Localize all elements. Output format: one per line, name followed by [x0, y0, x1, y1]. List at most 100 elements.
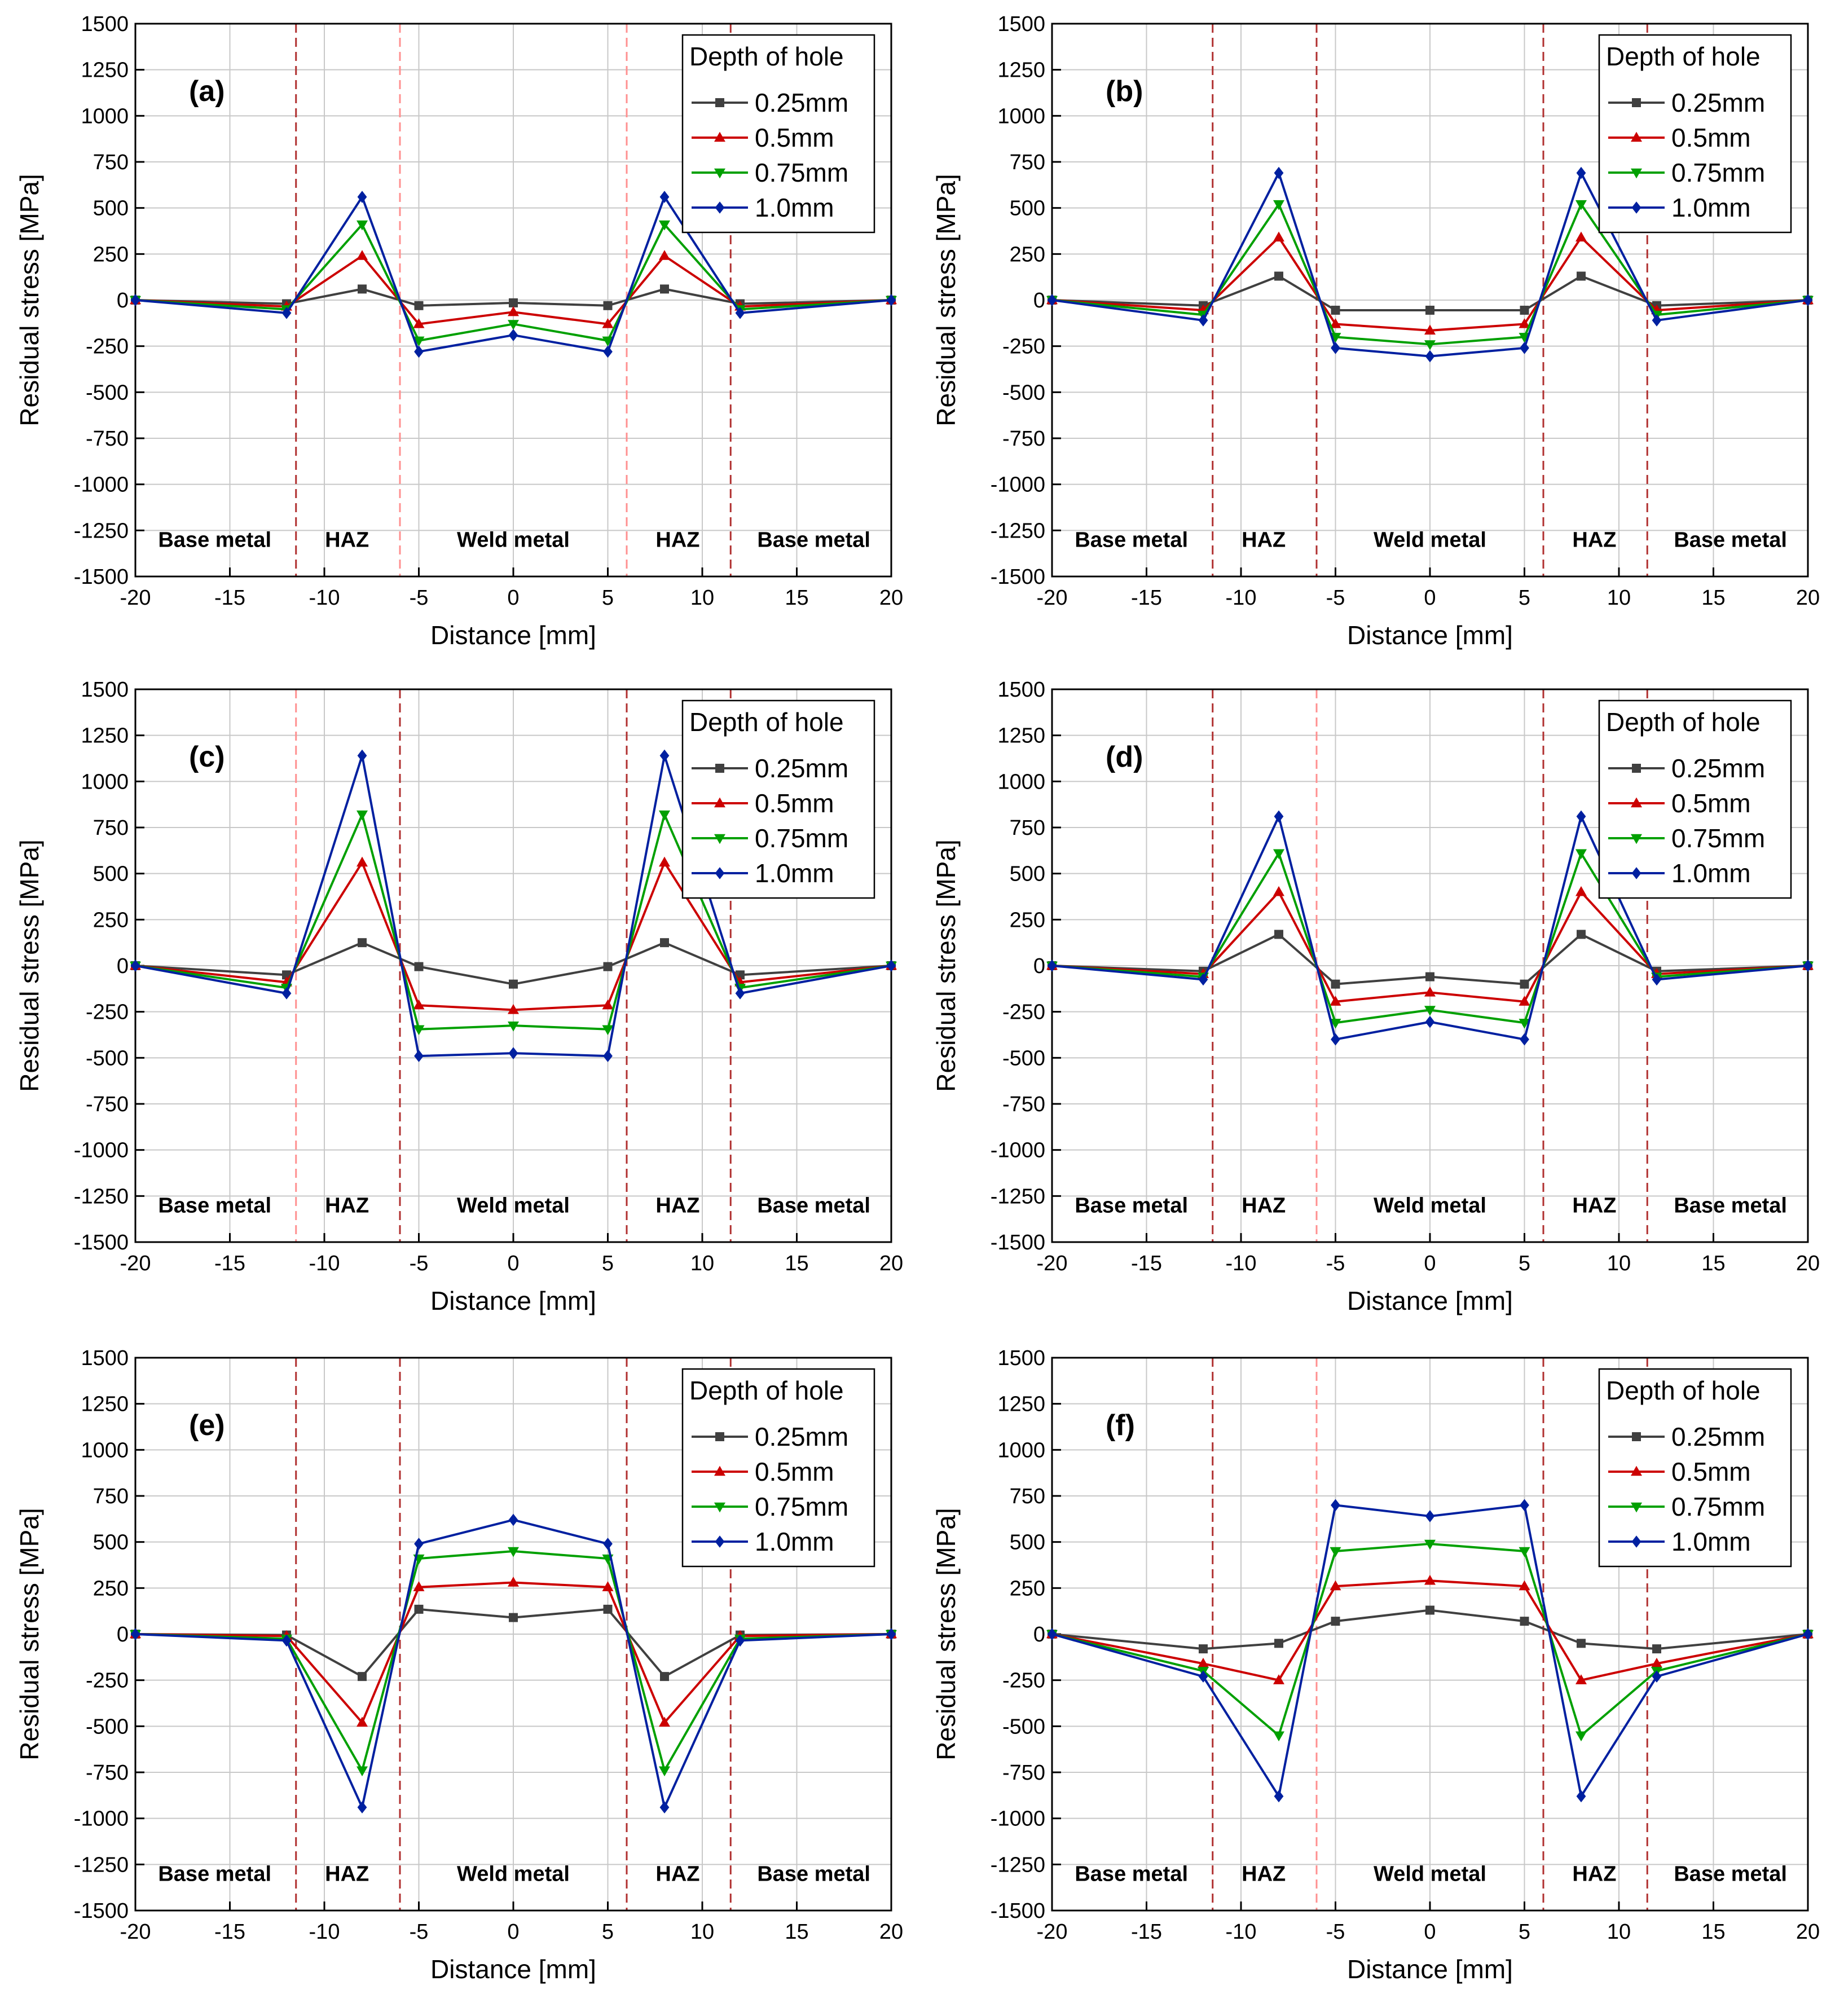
- data-point: [1424, 1539, 1436, 1550]
- legend-entry-label: 0.25mm: [755, 88, 848, 117]
- data-point: [357, 220, 368, 231]
- region-label: Base metal: [158, 1194, 271, 1218]
- y-tick-label: 1000: [997, 1438, 1045, 1462]
- y-tick-label: -500: [86, 381, 129, 404]
- series-1.0mm: [1047, 810, 1813, 1046]
- data-point: [1424, 340, 1436, 350]
- data-point: [659, 220, 670, 231]
- y-tick-label: 1000: [997, 104, 1045, 128]
- y-tick-label: 750: [1010, 1485, 1045, 1508]
- data-point: [1198, 314, 1208, 327]
- series-0.5mm: [1046, 1574, 1814, 1684]
- y-tick-label: 750: [93, 151, 129, 174]
- legend-entry-label: 0.25mm: [1671, 88, 1765, 117]
- legend-swatch-marker: [1631, 797, 1642, 808]
- data-point: [509, 298, 518, 307]
- y-tick-label: -1000: [991, 1139, 1045, 1163]
- legend-swatch-marker: [714, 797, 725, 808]
- legend-entry-label: 0.5mm: [1671, 789, 1751, 818]
- panel-label: (d): [1106, 741, 1143, 773]
- legend-entry-label: 1.0mm: [755, 1527, 834, 1556]
- y-axis-label: Residual stress [MPa]: [15, 174, 44, 426]
- data-point: [1425, 1015, 1435, 1028]
- data-point: [1577, 930, 1586, 939]
- data-point: [1274, 271, 1283, 281]
- data-point: [1575, 1674, 1587, 1684]
- legend-entry-label: 0.75mm: [1671, 1492, 1765, 1521]
- data-point: [659, 250, 670, 260]
- data-point: [1424, 1574, 1436, 1585]
- data-point: [1577, 271, 1586, 281]
- x-tick-label: 20: [879, 1920, 903, 1944]
- x-tick-label: -20: [120, 1920, 151, 1944]
- data-point: [1274, 1790, 1284, 1803]
- x-tick-label: 20: [1796, 586, 1820, 610]
- chart-panel-c: -20 -15 -10 -5 0 5 10 15 20 -1500 -1250 -1000 -750 -5…: [15, 678, 903, 1315]
- data-point: [281, 987, 292, 1000]
- legend-title: Depth of hole: [689, 707, 844, 737]
- data-point: [886, 959, 896, 972]
- y-tick-label: -1250: [991, 519, 1045, 543]
- region-label: Base metal: [1075, 529, 1188, 552]
- y-tick-label: 500: [93, 862, 129, 886]
- data-point: [357, 191, 367, 203]
- y-tick-label: -1000: [991, 473, 1045, 497]
- legend-swatch-marker: [714, 131, 725, 142]
- y-tick-label: 500: [1010, 862, 1045, 886]
- chart-panel-d: -20 -15 -10 -5 0 5 10 15 20 -1500 -1250 -1000 -750 -5…: [931, 678, 1820, 1315]
- y-tick-label: 1000: [997, 770, 1045, 794]
- region-label: Base metal: [757, 1863, 870, 1886]
- data-point: [1199, 1644, 1208, 1654]
- region-label: Base metal: [1674, 1863, 1787, 1886]
- y-tick-label: 0: [1033, 289, 1045, 312]
- legend-swatch-marker: [714, 834, 725, 844]
- data-point: [508, 1004, 519, 1014]
- x-tick-label: -10: [309, 1252, 340, 1275]
- y-tick-label: 1000: [81, 1438, 129, 1462]
- x-tick-label: -10: [1226, 1252, 1257, 1275]
- data-point: [1273, 1674, 1284, 1684]
- series-0.75mm: [1046, 1539, 1814, 1742]
- legend-title: Depth of hole: [1606, 1376, 1761, 1405]
- y-axis-label: Residual stress [MPa]: [931, 174, 961, 426]
- data-point: [357, 1801, 367, 1813]
- data-point: [1330, 996, 1341, 1006]
- legend-swatch-marker: [715, 1535, 725, 1548]
- region-label: Weld metal: [457, 1863, 570, 1886]
- data-point: [603, 345, 613, 358]
- y-tick-label: 1250: [81, 1393, 129, 1416]
- data-point: [1330, 1019, 1341, 1029]
- data-point: [414, 301, 424, 310]
- legend-entry-label: 0.5mm: [755, 123, 834, 152]
- data-point: [1331, 1033, 1340, 1046]
- x-tick-label: 10: [690, 1920, 714, 1944]
- y-tick-label: 1500: [997, 1346, 1045, 1370]
- y-tick-label: 250: [1010, 243, 1045, 266]
- y-tick-label: 500: [1010, 1531, 1045, 1555]
- data-point: [413, 336, 425, 347]
- region-label: Weld metal: [1374, 1194, 1486, 1218]
- y-tick-label: 0: [117, 1623, 129, 1647]
- y-tick-label: -1000: [74, 1139, 129, 1163]
- x-tick-label: 5: [1519, 1920, 1530, 1944]
- legend-swatch-marker: [1632, 764, 1641, 773]
- data-point: [1520, 979, 1529, 989]
- x-tick-label: 5: [602, 586, 614, 610]
- y-tick-label: -750: [1002, 1761, 1045, 1785]
- data-point: [602, 318, 614, 328]
- data-point: [509, 1613, 518, 1622]
- data-point: [603, 301, 613, 310]
- data-point: [603, 962, 613, 971]
- data-point: [413, 1581, 425, 1591]
- data-point: [357, 856, 368, 867]
- data-point: [413, 999, 425, 1010]
- x-tick-label: 10: [690, 1252, 714, 1275]
- y-axis-label: Residual stress [MPa]: [931, 1508, 961, 1760]
- chart-panel-a: -20 -15 -10 -5 0 5 10 15 20 -1500 -1250 -1000 -750 -5…: [15, 12, 903, 650]
- x-tick-label: -15: [214, 586, 245, 610]
- y-tick-label: -1250: [991, 1185, 1045, 1208]
- panel-label: (e): [189, 1409, 225, 1442]
- legend: Depth of hole 0.25mm 0.5mm 0.75mm 1.0mm: [681, 699, 875, 899]
- legend-entry-label: 0.75mm: [1671, 824, 1765, 853]
